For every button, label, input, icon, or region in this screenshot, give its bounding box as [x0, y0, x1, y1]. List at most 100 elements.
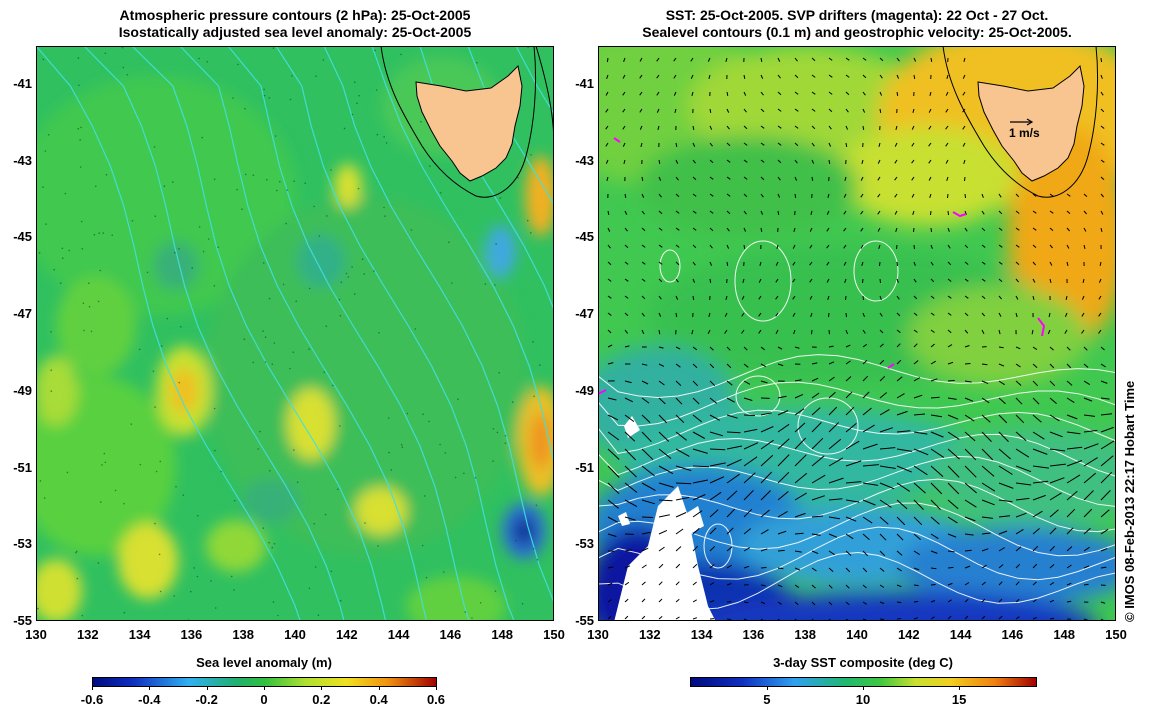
velocity-arrow [624, 598, 629, 603]
velocity-arrow [1032, 227, 1037, 231]
velocity-arrow [930, 431, 944, 438]
velocity-arrow [641, 329, 645, 335]
velocity-arrow [1100, 455, 1114, 467]
velocity-arrow [1083, 443, 1099, 450]
left-x-tick: 132 [76, 627, 99, 642]
velocity-arrow [794, 567, 801, 571]
left-y-tick: -43 [13, 152, 32, 168]
velocity-arrow [1100, 210, 1104, 215]
velocity-arrow [1083, 397, 1093, 402]
velocity-arrow [709, 414, 720, 421]
velocity-arrow [794, 108, 799, 112]
velocity-arrow [709, 448, 726, 451]
velocity-arrow [809, 244, 813, 249]
velocity-arrow [896, 584, 902, 588]
shelf-contour [380, 46, 537, 198]
velocity-arrow [843, 210, 847, 215]
velocity-arrow [624, 549, 632, 552]
right-x-tick: 134 [690, 627, 713, 642]
velocity-arrow [1066, 227, 1070, 232]
velocity-arrow [760, 125, 765, 129]
geostrophic-velocity-arrows [605, 57, 1115, 621]
velocity-arrow [760, 227, 763, 232]
velocity-arrow [641, 482, 656, 491]
pressure-contour-line [467, 46, 554, 206]
right-y-tick: -53 [575, 536, 594, 552]
velocity-arrow [947, 533, 957, 538]
velocity-arrow [896, 57, 900, 62]
velocity-arrow [964, 499, 977, 508]
velocity-arrow [862, 74, 867, 79]
velocity-arrow [1032, 414, 1042, 423]
velocity-arrow [1015, 363, 1021, 368]
left-y-tick: -51 [13, 459, 32, 475]
velocity-arrow [1032, 193, 1037, 197]
velocity-arrow [962, 125, 966, 130]
velocity-arrow [998, 431, 1009, 442]
velocity-arrow [794, 584, 800, 589]
velocity-arrow [843, 244, 847, 249]
velocity-arrow [809, 278, 813, 283]
velocity-arrow [895, 125, 898, 130]
right-x-tick: 130 [587, 627, 609, 642]
velocity-arrow [998, 615, 1003, 620]
velocity-arrow [1032, 261, 1036, 266]
velocity-arrow [777, 142, 782, 146]
velocity-arrow [964, 193, 966, 199]
velocity-arrow [828, 498, 843, 501]
velocity-arrow [760, 548, 768, 552]
velocity-arrow [845, 533, 854, 540]
velocity-arrow [726, 176, 731, 180]
velocity-arrow [674, 108, 677, 114]
velocity-arrow [640, 142, 643, 148]
velocity-arrow [964, 598, 969, 603]
velocity-arrow [998, 363, 1005, 367]
velocity-arrow [675, 482, 692, 485]
velocity-arrow [743, 91, 747, 96]
velocity-arrow [709, 125, 713, 130]
velocity-arrow [726, 380, 733, 386]
velocity-arrow [743, 508, 753, 518]
velocity-arrow [981, 465, 995, 477]
velocity-arrow [862, 533, 870, 541]
velocity-arrow [811, 125, 816, 130]
velocity-arrow [878, 244, 881, 249]
velocity-arrow [709, 244, 713, 249]
velocity-arrow [811, 533, 821, 536]
velocity-arrow [930, 396, 940, 399]
velocity-arrow [777, 410, 789, 416]
velocity-arrow [1032, 448, 1048, 455]
velocity-arrow [1066, 380, 1073, 386]
velocity-arrow [794, 472, 808, 484]
velocity-arrow [1015, 465, 1032, 473]
velocity-arrow [828, 477, 844, 484]
eddy-contour [734, 240, 792, 322]
velocity-arrow [641, 176, 644, 182]
velocity-arrow [726, 618, 732, 621]
left-colorbar-tick-label: -0.4 [138, 692, 161, 707]
velocity-arrow [811, 176, 814, 181]
velocity-arrow [641, 261, 646, 265]
velocity-arrow [930, 360, 936, 365]
velocity-arrow [709, 397, 718, 404]
left-colorbar-tick-mark [206, 686, 208, 690]
left-x-tick: 142 [335, 627, 358, 642]
velocity-arrow [1083, 527, 1091, 535]
velocity-arrow [607, 329, 612, 334]
velocity-arrow [743, 380, 751, 385]
left-colorbar-tick-mark [92, 686, 93, 690]
velocity-arrow [1082, 278, 1085, 284]
velocity-arrow [911, 176, 915, 181]
velocity-arrow [656, 57, 660, 62]
velocity-arrow [845, 550, 852, 556]
velocity-arrow [930, 550, 938, 554]
velocity-arrow [981, 312, 986, 317]
velocity-arrow [1032, 545, 1039, 552]
velocity-arrow [777, 193, 781, 198]
velocity-arrow [760, 57, 763, 63]
velocity-arrow [673, 74, 677, 79]
right-y-tick: -45 [575, 229, 594, 245]
velocity-arrow [1081, 295, 1085, 300]
velocity-arrow [913, 343, 918, 348]
velocity-arrow [777, 549, 785, 552]
